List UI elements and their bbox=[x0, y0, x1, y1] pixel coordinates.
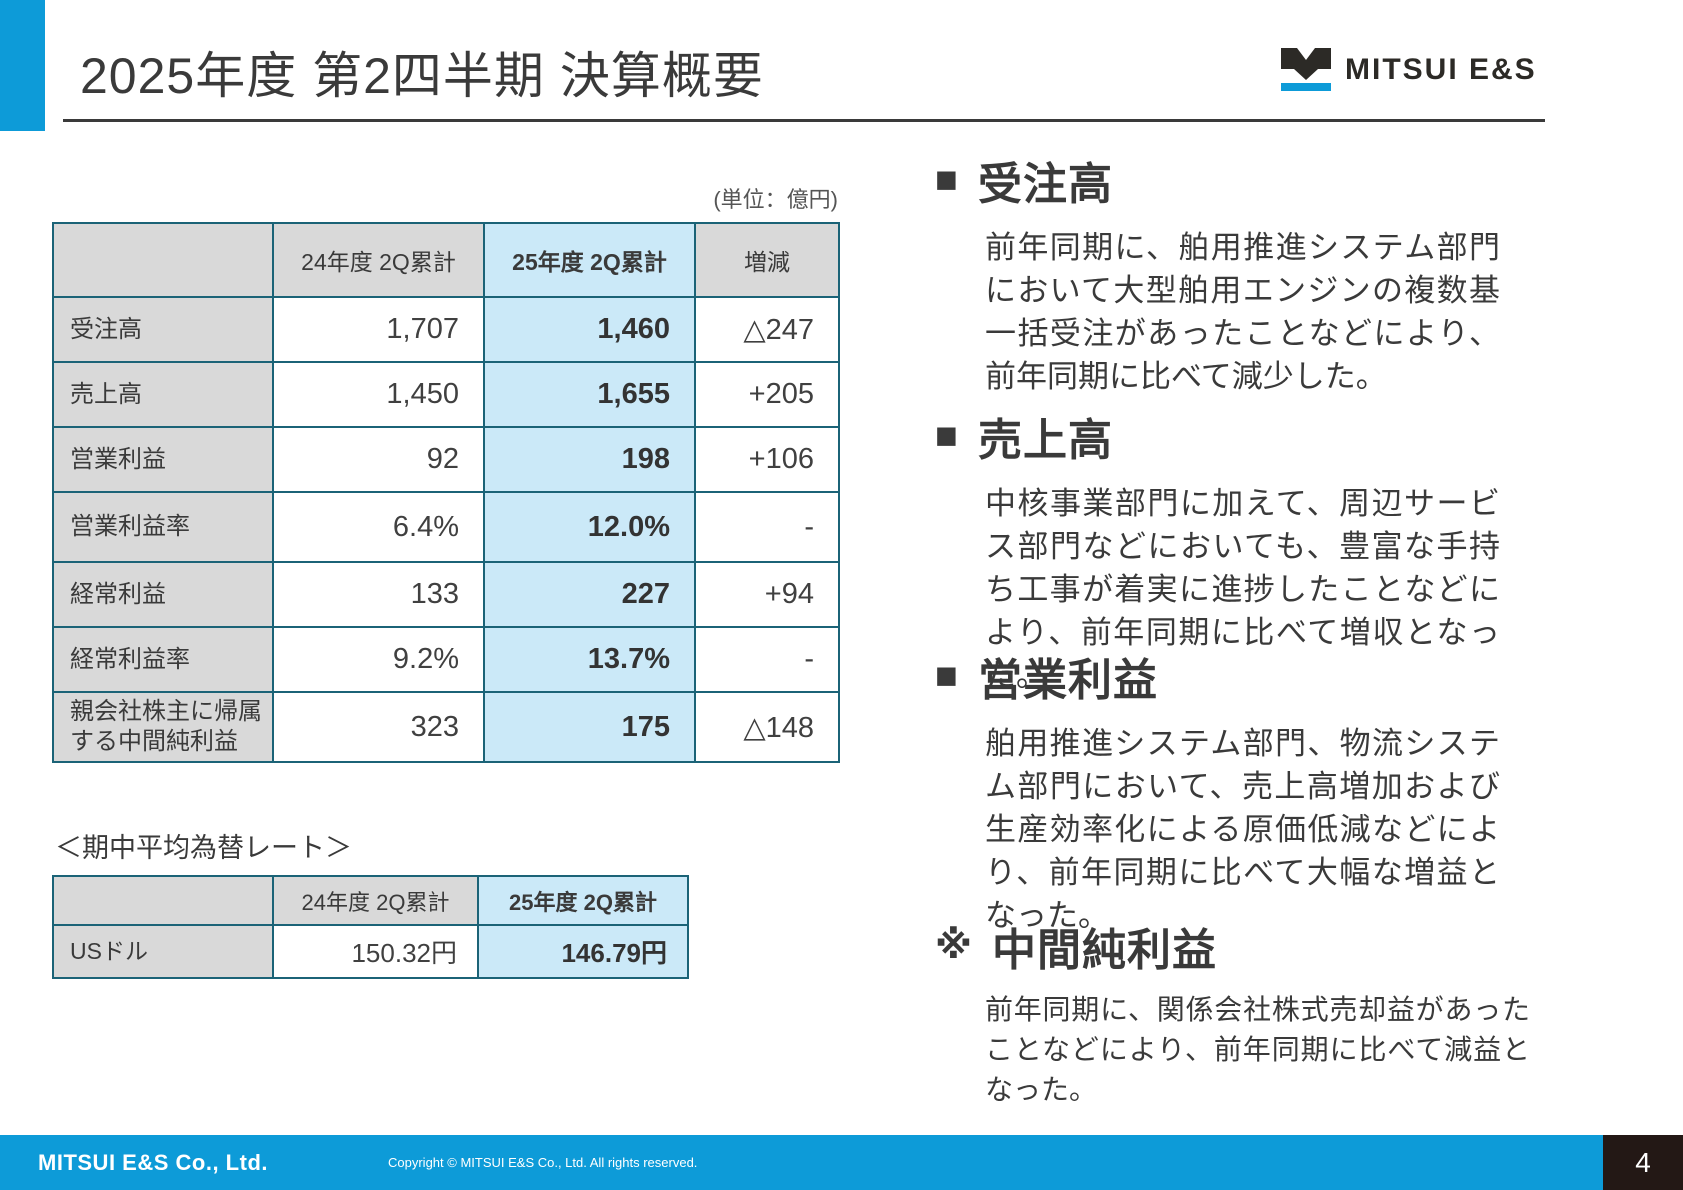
page-number-box: 4 bbox=[1603, 1135, 1683, 1190]
row-label: 売上高 bbox=[52, 361, 274, 428]
diff-value: - bbox=[694, 626, 840, 693]
table-row: 経常利益 133 227 +94 bbox=[52, 561, 840, 628]
page-title: 2025年度 第2四半期 決算概要 bbox=[80, 48, 764, 104]
fy24-value: 1,450 bbox=[272, 361, 485, 428]
table-row: 売上高 1,450 1,655 +205 bbox=[52, 361, 840, 428]
financial-summary-table: 24年度 2Q累計 25年度 2Q累計 増減 受注高 1,707 1,460 △… bbox=[52, 222, 840, 763]
diff-value: △247 bbox=[694, 296, 840, 363]
fx-row: USドル 150.32円 146.79円 bbox=[52, 924, 689, 979]
section-heading: 受注高 bbox=[977, 160, 1113, 209]
table-row: 受注高 1,707 1,460 △247 bbox=[52, 296, 840, 363]
section-sales: ■ 売上高 中核事業部門に加えて、周辺サービス部門などにおいても、豊富な手持ち工… bbox=[935, 404, 1535, 697]
fx-col-header-fy24: 24年度 2Q累計 bbox=[272, 875, 479, 926]
section-net-income: ※ 中間純利益 前年同期に、関係会社株式売却益があったことなどにより、前年同期に… bbox=[935, 914, 1535, 1110]
fy24-value: 9.2% bbox=[272, 626, 485, 693]
bullet-square-icon: ■ bbox=[935, 655, 958, 697]
section-heading-row: ■ 売上高 bbox=[935, 404, 1535, 468]
section-body: 中核事業部門に加えて、周辺サービス部門などにおいても、豊富な手持ち工事が着実に進… bbox=[985, 486, 1500, 693]
diff-value: - bbox=[694, 491, 840, 563]
row-label: 親会社株主に帰属する中間純利益 bbox=[52, 691, 274, 763]
fx-col-header-fy25: 25年度 2Q累計 bbox=[477, 875, 689, 926]
row-label: 経常利益率 bbox=[52, 626, 274, 693]
diff-value: △148 bbox=[694, 691, 840, 763]
logo-text: MITSUI E&S bbox=[1345, 53, 1537, 86]
section-orders: ■ 受注高 前年同期に、舶用推進システム部門において大型舶用エンジンの複数基一括… bbox=[935, 148, 1535, 398]
fy25-value: 227 bbox=[483, 561, 696, 628]
unit-note: (単位：億円) bbox=[713, 187, 838, 212]
section-heading-row: ※ 中間純利益 bbox=[935, 914, 1535, 978]
section-heading: 営業利益 bbox=[977, 656, 1158, 705]
col-header-fy25: 25年度 2Q累計 bbox=[483, 222, 696, 298]
commentary-panel: ■ 受注高 前年同期に、舶用推進システム部門において大型舶用エンジンの複数基一括… bbox=[935, 0, 1535, 1105]
fx-rate-table: 24年度 2Q累計 25年度 2Q累計 USドル 150.32円 146.79円 bbox=[52, 875, 689, 979]
fy24-value: 6.4% bbox=[272, 491, 485, 563]
fy24-value: 92 bbox=[272, 426, 485, 493]
section-body: 前年同期に、関係会社株式売却益があったことなどにより、前年同期に比べて減益となっ… bbox=[985, 994, 1530, 1105]
page-number: 4 bbox=[1635, 1146, 1651, 1178]
title-accent-bar bbox=[0, 0, 45, 131]
footer-bar: MITSUI E&S Co., Ltd. Copyright © MITSUI … bbox=[0, 1135, 1603, 1190]
section-heading-row: ■ 営業利益 bbox=[935, 644, 1535, 708]
fx-fy24-value: 150.32円 bbox=[272, 924, 479, 979]
bullet-square-icon: ■ bbox=[935, 159, 958, 201]
section-heading-row: ■ 受注高 bbox=[935, 148, 1535, 212]
fy25-value: 175 bbox=[483, 691, 696, 763]
col-header-diff: 増減 bbox=[694, 222, 840, 298]
reference-mark-icon: ※ bbox=[935, 925, 972, 967]
section-heading: 中間純利益 bbox=[991, 926, 1217, 975]
table-row: 営業利益 92 198 +106 bbox=[52, 426, 840, 493]
table-header-row: 24年度 2Q累計 25年度 2Q累計 増減 bbox=[52, 222, 840, 298]
fx-header-row: 24年度 2Q累計 25年度 2Q累計 bbox=[52, 875, 689, 926]
bullet-square-icon: ■ bbox=[935, 415, 958, 457]
table-row: 経常利益率 9.2% 13.7% - bbox=[52, 626, 840, 693]
fx-table-title: ＜期中平均為替レート＞ bbox=[55, 833, 352, 863]
diff-value: +94 bbox=[694, 561, 840, 628]
row-label: 経常利益 bbox=[52, 561, 274, 628]
fx-fy25-value: 146.79円 bbox=[477, 924, 689, 979]
fy25-value: 12.0% bbox=[483, 491, 696, 563]
title-underline bbox=[63, 119, 1545, 122]
diff-value: +205 bbox=[694, 361, 840, 428]
fy25-value: 13.7% bbox=[483, 626, 696, 693]
fy24-value: 1,707 bbox=[272, 296, 485, 363]
corner-cell bbox=[52, 875, 274, 926]
section-operating-income: ■ 営業利益 舶用推進システム部門、物流システム部門において、売上高増加および生… bbox=[935, 644, 1535, 937]
fy24-value: 133 bbox=[272, 561, 485, 628]
row-label: 受注高 bbox=[52, 296, 274, 363]
footer-company-name: MITSUI E&S Co., Ltd. bbox=[38, 1149, 268, 1175]
fx-row-label: USドル bbox=[52, 924, 274, 979]
company-logo: MITSUI E&S bbox=[1281, 44, 1537, 96]
fy25-value: 198 bbox=[483, 426, 696, 493]
footer-copyright: Copyright © MITSUI E&S Co., Ltd. All rig… bbox=[388, 1155, 698, 1170]
table-row: 親会社株主に帰属する中間純利益 323 175 △148 bbox=[52, 691, 840, 763]
table-row: 営業利益率 6.4% 12.0% - bbox=[52, 491, 840, 563]
section-heading: 売上高 bbox=[977, 416, 1113, 465]
mitsui-m-logo-icon bbox=[1281, 44, 1331, 96]
fy25-value: 1,460 bbox=[483, 296, 696, 363]
section-body: 前年同期に、舶用推進システム部門において大型舶用エンジンの複数基一括受注があった… bbox=[985, 230, 1500, 394]
section-body: 舶用推進システム部門、物流システム部門において、売上高増加および生産効率化による… bbox=[985, 726, 1500, 933]
diff-value: +106 bbox=[694, 426, 840, 493]
fy24-value: 323 bbox=[272, 691, 485, 763]
corner-cell bbox=[52, 222, 274, 298]
col-header-fy24: 24年度 2Q累計 bbox=[272, 222, 485, 298]
row-label: 営業利益 bbox=[52, 426, 274, 493]
fy25-value: 1,655 bbox=[483, 361, 696, 428]
row-label: 営業利益率 bbox=[52, 491, 274, 563]
